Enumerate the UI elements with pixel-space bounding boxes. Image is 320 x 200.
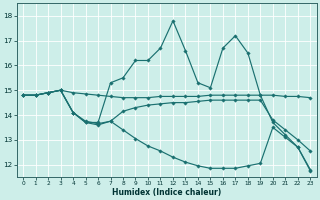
X-axis label: Humidex (Indice chaleur): Humidex (Indice chaleur) <box>112 188 221 197</box>
